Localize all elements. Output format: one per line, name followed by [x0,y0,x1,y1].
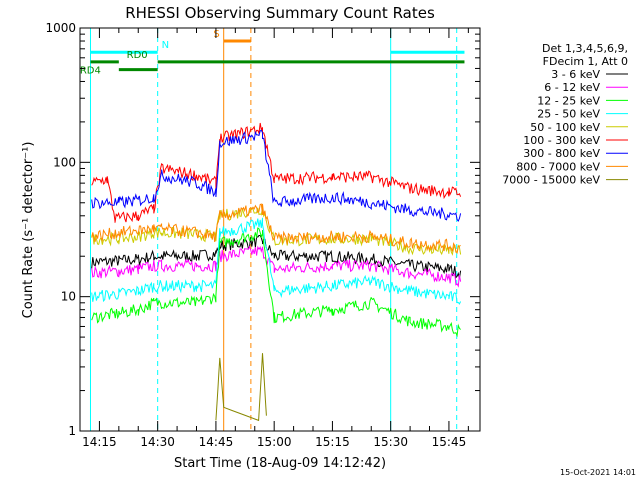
y-tick-label-1: 1 [68,424,76,438]
x-tick-label-15:00: 15:00 [257,435,292,449]
x-tick-label-14:45: 14:45 [199,435,234,449]
legend-label-5: 100 - 300 keV [523,134,600,147]
flag-label-s: S [213,29,219,40]
footer-date: 15-Oct-2021 14:01 [560,468,636,477]
x-axis-ticks: 14:15 14:30 14:45 15:00 15:15 15:30 15:45 [79,28,469,449]
legend-label-2: 12 - 25 keV [537,94,600,107]
series-line-8 [215,353,267,422]
legend-label-4: 50 - 100 keV [530,121,600,134]
series-lines [91,122,462,422]
y-tick-label-100: 100 [53,155,76,169]
chart-title: RHESSI Observing Summary Count Rates [125,4,435,22]
x-tick-label-15:30: 15:30 [373,435,408,449]
series-line-3 [91,217,462,305]
vertical-markers [89,28,458,431]
flag-label-rd0: RD0 [127,50,148,61]
series-line-0 [91,234,462,279]
flag-label-rd4: RD4 [80,66,101,77]
flag-bars: N S RD0 RD4 [80,29,465,77]
legend-label-3: 25 - 50 keV [537,108,600,121]
y-tick-label-10: 10 [61,290,76,304]
legend: Det 1,3,4,5,6,9, FDecim 1, Att 0 3 - 6 k… [502,42,628,187]
y-axis-ticks: 1 10 100 1000 [45,21,480,438]
y-axis-label: Count Rate (s⁻¹ detector⁻¹) [21,142,36,319]
x-axis-label: Start Time (18-Aug-09 14:12:42) [174,456,386,471]
legend-header-line-2: FDecim 1, Att 0 [543,55,628,68]
series-line-7 [91,203,461,255]
legend-label-8: 7000 - 15000 keV [502,174,600,187]
legend-label-0: 3 - 6 keV [551,68,600,81]
x-tick-label-15:15: 15:15 [315,435,350,449]
series-line-6 [91,129,462,222]
legend-header-line-1: Det 1,3,4,5,6,9, [542,42,628,55]
y-tick-label-1000: 1000 [45,21,76,35]
legend-label-6: 300 - 800 keV [523,147,600,160]
legend-label-1: 6 - 12 keV [544,81,600,94]
series-line-5 [91,122,462,223]
series-line-2 [91,227,461,338]
series-line-1 [91,245,462,288]
x-tick-label-14:30: 14:30 [140,435,175,449]
x-tick-label-14:15: 14:15 [82,435,117,449]
x-tick-label-15:45: 15:45 [432,435,467,449]
flag-label-n: N [162,40,169,51]
legend-label-7: 800 - 7000 keV [516,160,600,173]
plot-frame [79,27,481,432]
